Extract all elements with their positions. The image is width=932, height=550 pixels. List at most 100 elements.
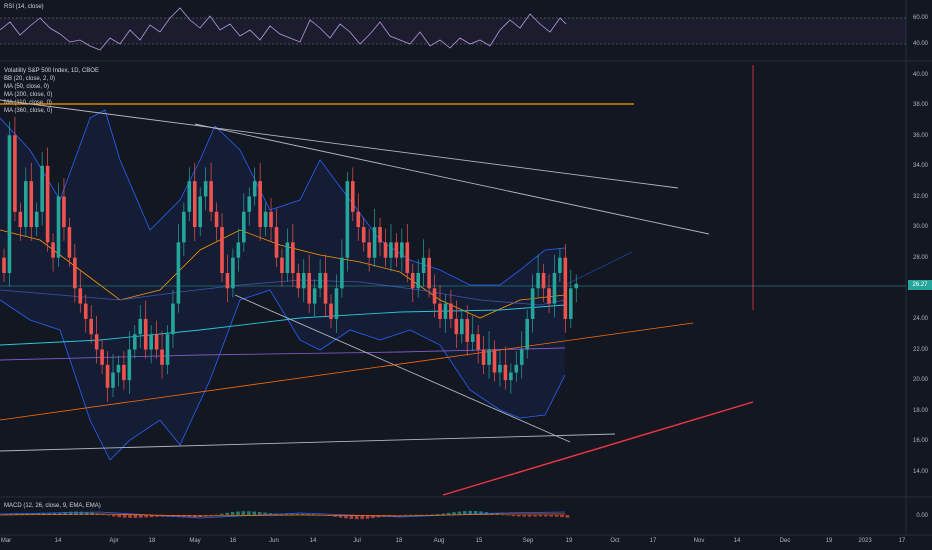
time-label: May: [189, 538, 201, 544]
macd-histogram-bar: [155, 515, 159, 517]
candle-body: [547, 288, 551, 304]
candle-body: [2, 257, 6, 273]
price-tick: 40.00: [912, 72, 928, 78]
candle-body: [351, 181, 355, 212]
macd-histogram-bar: [268, 513, 273, 515]
legend-bb[interactable]: BB (20, close, 2, 0): [4, 76, 56, 82]
time-label: Jun: [269, 538, 279, 544]
candle-body: [340, 257, 344, 289]
legend-ma200[interactable]: MA (200, close, 0): [4, 92, 53, 98]
candle-body: [307, 273, 311, 304]
macd-histogram-bar: [533, 515, 537, 517]
candle-body: [111, 372, 115, 388]
candle-body: [214, 211, 219, 228]
time-label: Mar: [0, 538, 12, 544]
candle-body: [231, 257, 235, 289]
macd-histogram-bar: [560, 515, 564, 518]
macd-histogram-bar: [349, 515, 354, 519]
candle-body: [247, 196, 252, 212]
macd-label: MACD (12, 26, close, 9, EMA, EMA): [4, 503, 101, 509]
macd-histogram-bar: [506, 515, 510, 516]
candle-body: [318, 273, 322, 289]
candle-body: [149, 334, 153, 350]
rsi-tick-60: 60.00: [912, 15, 928, 21]
macd-pane[interactable]: MACD (12, 26, close, 9, EMA, EMA) 0.00: [0, 498, 932, 532]
legend-ma360[interactable]: MA (360, close, 0): [4, 108, 53, 114]
candle-body: [470, 334, 475, 342]
candle-body: [89, 318, 93, 335]
candle-body: [78, 288, 83, 304]
candle-body: [285, 242, 290, 273]
candle-body: [503, 364, 508, 381]
macd-histogram-bar: [371, 515, 375, 519]
time-label: Apr: [109, 538, 119, 544]
candle-body: [356, 211, 361, 228]
macd-histogram-bar: [122, 515, 127, 518]
candle-body: [481, 349, 486, 365]
candle-body: [18, 211, 23, 228]
time-label: 17: [898, 538, 906, 544]
candle-body: [312, 288, 317, 304]
candle-body: [421, 257, 426, 273]
macd-histogram-bar: [187, 515, 192, 518]
macd-histogram-bar: [414, 514, 418, 516]
candle-body: [258, 181, 262, 228]
candle-body: [225, 273, 230, 289]
trendline-upper-1: [0, 99, 679, 189]
rsi-pane[interactable]: RSI (14, close) 60.00 40.00: [0, 0, 932, 60]
macd-histogram-bar: [4, 513, 8, 515]
macd-histogram-bar: [301, 513, 305, 515]
macd-histogram-bar: [58, 512, 62, 515]
candle-body: [569, 288, 573, 319]
candle-body: [432, 288, 437, 304]
rsi-tick-40: 40.00: [912, 41, 928, 47]
trendline-lower-falling: [234, 294, 571, 443]
legend-ma50[interactable]: MA (50, close, 0): [4, 84, 50, 90]
candle-body: [171, 303, 175, 335]
candle-body: [492, 349, 497, 373]
bollinger-band-fill: [0, 110, 565, 460]
projection-line: [564, 251, 633, 286]
main-pane[interactable]: Volatility S&P 500 Index, 1D, CBOE BB (2…: [0, 62, 932, 497]
candle-body: [263, 211, 268, 228]
price-tick: 22.00: [912, 347, 928, 353]
time-label: 2023: [858, 538, 872, 544]
macd-histogram-bar: [344, 515, 348, 519]
macd-histogram-bar: [85, 512, 89, 515]
macd-histogram-bar: [425, 514, 429, 516]
macd-histogram-bar: [511, 515, 516, 517]
trendline-red: [442, 401, 754, 496]
candle-body: [296, 273, 301, 289]
macd-histogram-bar: [403, 514, 408, 516]
macd-histogram-bar: [279, 513, 283, 515]
macd-histogram-bar: [311, 514, 316, 515]
candle-body: [519, 349, 524, 365]
candle-body: [62, 196, 66, 228]
candle-body: [541, 273, 546, 289]
candle-body: [143, 318, 148, 350]
candle-body: [13, 135, 17, 212]
macd-histogram-bar: [538, 515, 543, 517]
macd-histogram-bar: [452, 512, 456, 515]
candle-body: [389, 242, 393, 258]
rsi-line: [0, 7, 567, 51]
macd-histogram-bar: [284, 513, 289, 515]
candle-body: [498, 364, 502, 373]
time-axis[interactable]: Mar 14 Apr 18 May 16 Jun 14 Jul 18 Aug 1…: [0, 535, 932, 550]
price-tick: 28.00: [912, 255, 928, 261]
macd-histogram-bar: [176, 515, 181, 518]
price-tick: 38.00: [912, 102, 928, 108]
candle-body: [252, 181, 257, 197]
price-tick: 18.00: [912, 408, 928, 414]
last-price-tag: 26.27: [908, 280, 932, 290]
symbol-title[interactable]: Volatility S&P 500 Index, 1D, CBOE: [4, 68, 99, 74]
macd-histogram-bar: [544, 515, 548, 517]
macd-histogram-bar: [468, 510, 472, 515]
time-label: Aug: [433, 538, 445, 544]
legend-ma110[interactable]: MA (110, close, 0): [4, 100, 52, 106]
macd-histogram-bar: [398, 515, 402, 516]
macd-histogram-bar: [360, 515, 364, 520]
candle-body: [209, 181, 213, 212]
candle-body: [220, 227, 224, 273]
